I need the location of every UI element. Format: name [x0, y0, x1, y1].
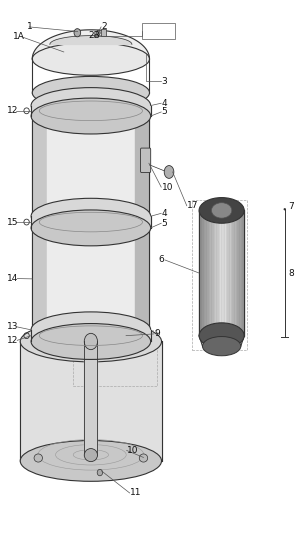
Polygon shape [222, 210, 224, 335]
Polygon shape [232, 210, 234, 335]
Ellipse shape [20, 440, 162, 481]
Text: 3: 3 [162, 77, 167, 86]
Polygon shape [47, 228, 135, 330]
Polygon shape [207, 210, 209, 335]
Ellipse shape [139, 454, 148, 462]
Polygon shape [84, 341, 98, 455]
Ellipse shape [199, 198, 244, 223]
Polygon shape [31, 330, 151, 341]
Polygon shape [50, 36, 132, 44]
Ellipse shape [32, 211, 149, 244]
FancyBboxPatch shape [101, 29, 106, 36]
Text: 1A: 1A [13, 32, 25, 41]
Polygon shape [209, 210, 212, 335]
Ellipse shape [32, 100, 149, 132]
Text: 2B: 2B [88, 31, 100, 40]
Polygon shape [31, 216, 151, 228]
Polygon shape [202, 210, 204, 335]
Text: 10: 10 [127, 446, 138, 455]
Text: 15: 15 [7, 217, 18, 227]
Polygon shape [219, 210, 222, 335]
Text: 5: 5 [162, 219, 167, 228]
Ellipse shape [284, 208, 286, 210]
Text: 12: 12 [7, 336, 18, 345]
Text: 17: 17 [187, 201, 199, 210]
Ellipse shape [32, 313, 149, 346]
Ellipse shape [84, 333, 98, 350]
Ellipse shape [32, 76, 149, 109]
Ellipse shape [31, 210, 151, 246]
Ellipse shape [97, 30, 100, 35]
Polygon shape [31, 105, 151, 116]
Ellipse shape [32, 200, 149, 233]
Polygon shape [229, 210, 232, 335]
Polygon shape [47, 116, 135, 216]
Text: 4: 4 [162, 99, 167, 108]
Ellipse shape [31, 323, 151, 360]
Ellipse shape [31, 198, 151, 234]
Text: 10: 10 [162, 183, 173, 192]
Ellipse shape [31, 88, 151, 124]
Ellipse shape [20, 321, 162, 362]
Ellipse shape [34, 454, 43, 462]
Polygon shape [212, 210, 214, 335]
Polygon shape [234, 210, 237, 335]
Polygon shape [214, 210, 217, 335]
Ellipse shape [74, 29, 81, 37]
Text: 2: 2 [101, 23, 107, 31]
Text: 9: 9 [154, 329, 160, 338]
Text: 4: 4 [162, 209, 167, 218]
Ellipse shape [199, 323, 244, 349]
Text: 13: 13 [7, 322, 18, 332]
Polygon shape [242, 210, 244, 335]
Ellipse shape [202, 337, 241, 356]
Polygon shape [227, 210, 229, 335]
Polygon shape [20, 341, 162, 461]
Text: 12: 12 [7, 107, 18, 115]
Polygon shape [135, 116, 149, 216]
Polygon shape [217, 210, 219, 335]
Polygon shape [224, 210, 227, 335]
Ellipse shape [31, 312, 151, 348]
Ellipse shape [97, 469, 103, 476]
Text: 8: 8 [289, 268, 294, 278]
Polygon shape [239, 210, 242, 335]
Text: 5: 5 [162, 108, 167, 116]
Text: 6: 6 [159, 255, 165, 265]
Polygon shape [135, 228, 149, 330]
Polygon shape [204, 210, 207, 335]
FancyBboxPatch shape [140, 148, 151, 172]
Polygon shape [237, 210, 239, 335]
Ellipse shape [164, 166, 174, 178]
Polygon shape [32, 228, 47, 330]
Polygon shape [32, 116, 47, 216]
Text: 1: 1 [27, 23, 32, 31]
Ellipse shape [84, 449, 98, 462]
Polygon shape [32, 30, 149, 59]
Ellipse shape [31, 98, 151, 134]
Text: 7: 7 [289, 202, 294, 211]
Text: 11: 11 [130, 489, 141, 497]
Ellipse shape [211, 203, 232, 218]
Text: 14: 14 [7, 274, 18, 283]
Polygon shape [199, 210, 202, 335]
Ellipse shape [32, 43, 149, 75]
